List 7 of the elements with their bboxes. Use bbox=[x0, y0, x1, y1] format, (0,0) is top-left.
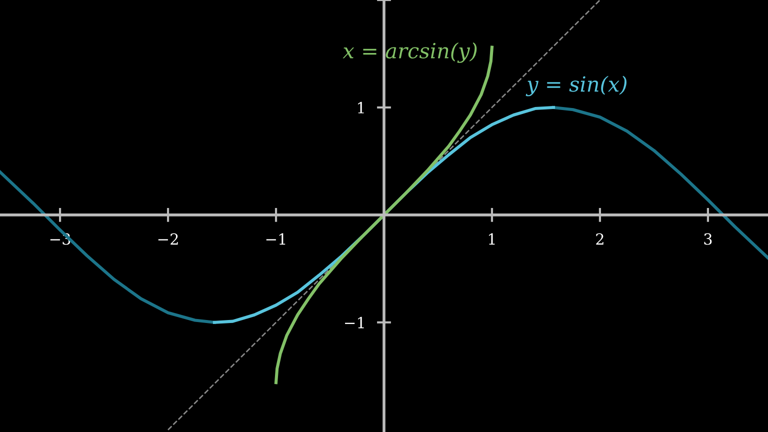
series-label: y = sin(x) bbox=[526, 76, 626, 96]
x-tick-label: −2 bbox=[158, 233, 178, 245]
x-tick-label: 3 bbox=[704, 233, 712, 245]
x-tick-label: 2 bbox=[596, 233, 604, 245]
series-label: x = arcsin(y) bbox=[342, 42, 477, 63]
x-tick-label: 1 bbox=[488, 233, 495, 245]
x-tick-label: −1 bbox=[266, 233, 286, 245]
